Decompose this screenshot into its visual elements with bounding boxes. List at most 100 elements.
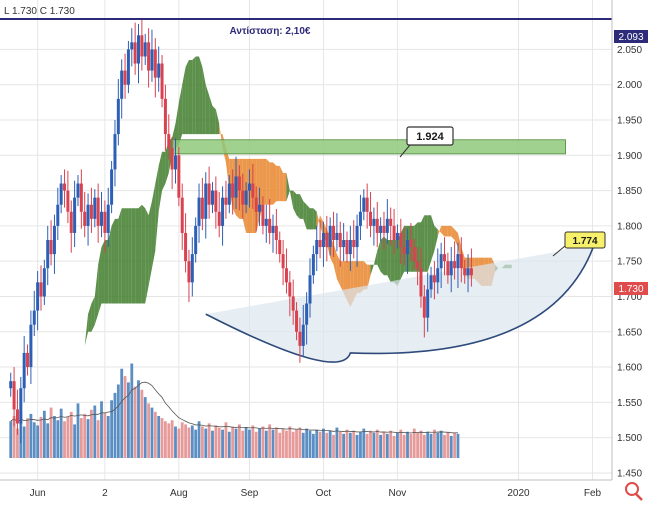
volume-bar — [372, 432, 376, 458]
volume-bar — [281, 428, 285, 458]
candle-up — [264, 218, 268, 226]
volume-bar — [83, 413, 87, 458]
cloud-segment-bullish — [215, 109, 220, 135]
volume-bar — [130, 363, 134, 458]
volume-bar — [39, 417, 43, 458]
candle-down — [453, 261, 457, 269]
volume-bar — [311, 433, 315, 458]
candle-up — [227, 183, 231, 205]
cloud-segment-bullish — [88, 303, 92, 332]
cloud-segment-bearish — [249, 158, 253, 233]
cloud-segment-bullish — [185, 60, 189, 135]
cloud-segment-bearish — [252, 158, 257, 233]
candle-up — [100, 211, 104, 226]
volume-bar — [274, 427, 278, 458]
zoom-icon[interactable] — [622, 480, 646, 502]
cloud-segment-bearish — [333, 243, 337, 279]
cloud-segment-bearish — [246, 158, 250, 233]
candle-up — [126, 49, 130, 85]
price-tick-label: 1.550 — [617, 398, 642, 409]
cloud-segment-bearish — [276, 165, 280, 202]
time-tick-label: 2020 — [507, 488, 530, 499]
cloud-segment-bullish — [202, 67, 206, 135]
candle-up — [120, 70, 124, 99]
cloud-segment-bearish — [279, 165, 284, 202]
volume-bar — [396, 432, 399, 458]
time-tick-label: Nov — [389, 488, 407, 499]
volume-bar — [355, 434, 359, 458]
candle-down — [399, 232, 403, 248]
price-axis: 2.050 2.000 1.950 1.900 1.850 1.800 1.750 1.700… — [617, 45, 642, 480]
volume-bar — [231, 426, 235, 458]
cloud-segment-bullish — [128, 208, 132, 304]
volume-bar — [56, 420, 60, 458]
candle-down — [402, 247, 406, 255]
volume-bar — [322, 428, 325, 458]
cloud-segment-bearish — [360, 261, 364, 293]
cloud-segment-bearish — [266, 158, 270, 205]
candle-down — [281, 254, 285, 269]
candle-down — [375, 218, 379, 233]
volume-bar — [433, 429, 436, 458]
candle-up — [395, 232, 399, 240]
volume-bar — [291, 431, 295, 458]
candle-up — [36, 282, 40, 311]
candle-up — [93, 197, 97, 219]
candle-down — [184, 232, 188, 262]
volume-bar — [106, 416, 110, 458]
cloud-segment-bullish — [299, 194, 304, 219]
candle-down — [325, 232, 329, 248]
volume-bar — [187, 427, 191, 458]
candle-down — [261, 204, 265, 226]
cloud-segment-bearish — [259, 158, 263, 219]
candle-up — [429, 275, 433, 290]
volume-bar — [288, 426, 292, 458]
candle-down — [463, 268, 467, 276]
cloud-segment-bearish — [444, 225, 448, 237]
candle-up — [335, 232, 339, 240]
candle-up — [305, 303, 309, 325]
volume-bar — [318, 431, 322, 458]
candle-down — [382, 225, 386, 233]
volume-bar — [416, 432, 420, 458]
candle-up — [439, 254, 443, 269]
candle-down — [15, 409, 19, 424]
cloud-segment-bullish — [131, 208, 136, 304]
volume-bar — [271, 429, 275, 458]
candle-up — [204, 183, 208, 219]
volume-bar — [453, 432, 456, 458]
candle-down — [231, 183, 235, 198]
candle-down — [288, 282, 292, 297]
candle-down — [298, 331, 302, 346]
candle-down — [103, 211, 107, 233]
cloud-segment-bearish — [316, 211, 321, 230]
volume-bar — [211, 430, 214, 458]
target-callout-pointer — [552, 245, 566, 257]
price-tick-label: 2.050 — [617, 45, 642, 56]
candle-up — [143, 42, 147, 57]
candle-up — [321, 232, 325, 248]
volume-bar — [365, 433, 369, 458]
volume-bar — [369, 430, 372, 458]
volume-bar — [379, 434, 383, 458]
volume-bar — [446, 431, 450, 458]
volume-bar — [362, 428, 366, 458]
volume-bar — [127, 382, 130, 458]
cloud-segment-bearish — [447, 225, 452, 237]
candle-up — [426, 289, 430, 318]
cloud-segment-bearish — [320, 215, 324, 237]
cloud-segment-bullish — [289, 190, 294, 209]
volume-bar — [224, 422, 228, 458]
candle-up — [328, 225, 332, 248]
cloud-segment-bullish — [209, 95, 213, 135]
candle-down — [224, 197, 228, 205]
resistance-label: Αντίσταση: 2,10€ — [230, 26, 311, 37]
volume-bar — [194, 429, 198, 458]
candle-up — [271, 225, 275, 233]
cloud-segment-bullish — [98, 247, 102, 315]
current-price-tag — [614, 282, 648, 295]
candle-down — [432, 275, 436, 283]
candle-down — [318, 240, 322, 248]
volume-bar — [298, 427, 302, 458]
